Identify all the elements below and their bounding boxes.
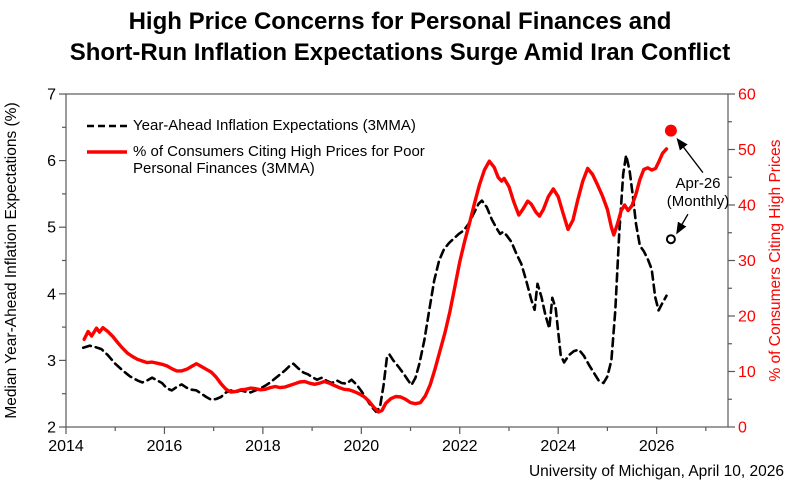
annotation-arrow-up xyxy=(676,138,704,174)
right-tick-label: 20 xyxy=(738,309,756,326)
right-tick-label: 40 xyxy=(738,198,756,215)
left-tick-label: 5 xyxy=(47,220,56,237)
left-tick-label: 4 xyxy=(47,286,56,303)
legend-label: % of Consumers Citing High Prices for Po… xyxy=(133,143,425,177)
series-line-1 xyxy=(82,147,669,414)
x-tick-label: 2022 xyxy=(442,438,478,455)
x-tick-label: 2026 xyxy=(639,438,675,455)
annotation-line1: Apr-26 xyxy=(675,175,721,192)
right-tick-label: 0 xyxy=(738,420,747,437)
chart-title-line1: High Price Concerns for Personal Finance… xyxy=(128,8,672,35)
legend-label: Year-Ahead Inflation Expectations (3MMA) xyxy=(133,117,416,134)
axis-ticks xyxy=(59,93,735,434)
x-tick-label: 2024 xyxy=(540,438,576,455)
legend-entry-high-prices: % of Consumers Citing High Prices for Po… xyxy=(86,143,425,177)
apr-26-annotation: Apr-26 (Monthly) xyxy=(652,175,744,211)
left-tick-label: 3 xyxy=(47,353,56,370)
apr-26-monthly-open-circle xyxy=(665,234,676,245)
legend: Year-Ahead Inflation Expectations (3MMA)… xyxy=(86,117,425,186)
right-tick-label: 50 xyxy=(738,142,756,159)
legend-entry-inflation-expectations: Year-Ahead Inflation Expectations (3MMA) xyxy=(86,117,425,134)
left-tick-label: 2 xyxy=(47,420,56,437)
annotation-line2: (Monthly) xyxy=(666,193,730,210)
right-tick-label: 30 xyxy=(738,253,756,270)
legend-label-line1: % of Consumers Citing High Prices for Po… xyxy=(133,143,425,160)
source-note: University of Michigan, April 10, 2026 xyxy=(528,463,784,480)
chart-title-line2: Short-Run Inflation Expectations Surge A… xyxy=(69,39,731,66)
apr-26-monthly-dot xyxy=(664,124,677,137)
x-tick-label: 2020 xyxy=(344,438,380,455)
tick-labels: 2014 2016 2018 2020 2022 2024 2026 2 3 4 5 6 7 0 10 20 3… xyxy=(47,87,756,456)
plot-frame xyxy=(65,93,729,428)
left-tick-label: 7 xyxy=(47,87,56,104)
x-tick-label: 2016 xyxy=(147,438,183,455)
right-tick-label: 60 xyxy=(738,87,756,104)
chart-title: High Price Concerns for Personal Finance… xyxy=(0,6,800,68)
series-line-0 xyxy=(81,154,668,414)
annotation-arrow-down xyxy=(676,213,689,235)
dashed-line-sample-icon xyxy=(87,124,127,128)
right-axis-title: % of Consumers Citing High Prices xyxy=(767,139,784,381)
x-tick-label: 2018 xyxy=(245,438,281,455)
left-tick-label: 6 xyxy=(47,153,56,170)
right-tick-label: 10 xyxy=(738,364,756,381)
solid-line-sample-icon xyxy=(87,150,127,154)
legend-label-line2: Personal Finances (3MMA) xyxy=(133,160,315,177)
x-tick-label: 2014 xyxy=(48,438,84,455)
left-axis-title: Median Year-Ahead Inflation Expectations… xyxy=(3,102,20,418)
